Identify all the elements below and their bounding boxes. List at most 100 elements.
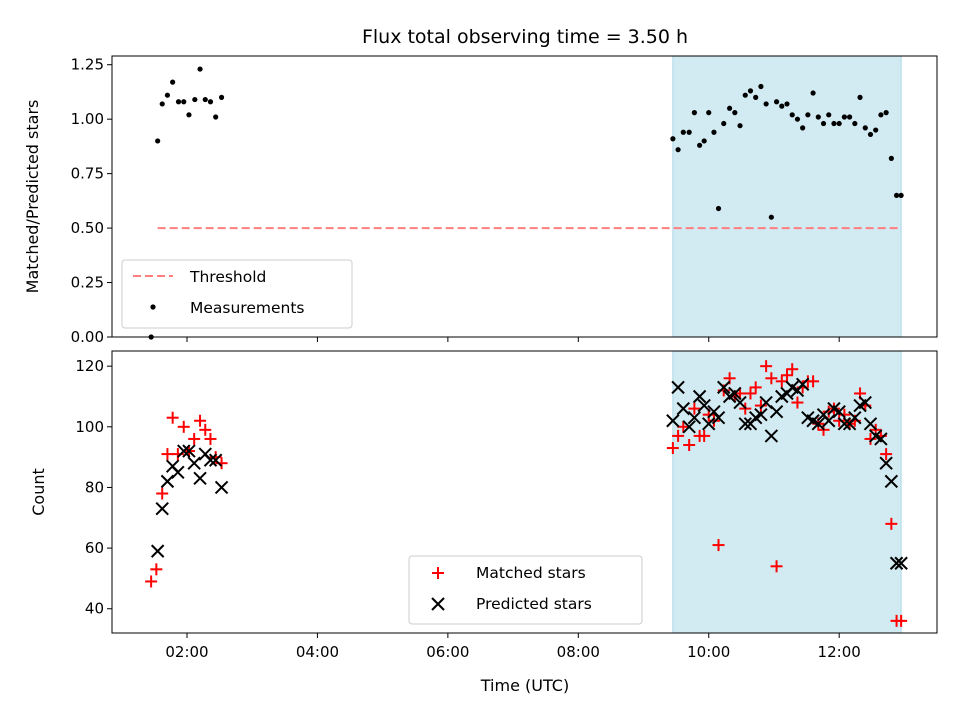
- measurement-point: [873, 127, 879, 133]
- matched-star-point: [199, 423, 212, 436]
- matched-star-point: [864, 432, 877, 445]
- predicted-star-point: [697, 398, 711, 413]
- top-plot-frame: [111, 55, 938, 338]
- predicted-star-point: [754, 407, 768, 422]
- bottom-legend: Matched stars Predicted stars: [408, 555, 643, 625]
- measurement-point: [898, 192, 904, 199]
- predicted-star-point: [884, 474, 899, 489]
- measurement-point: [175, 99, 182, 105]
- predicted-star-point: [874, 432, 888, 446]
- measurement-point: [820, 120, 827, 127]
- predicted-star-point: [832, 404, 846, 419]
- measurement-point: [711, 129, 717, 135]
- measurement-point: [197, 66, 203, 72]
- measurement-point: [768, 214, 774, 220]
- measurement-point: [706, 110, 712, 116]
- predicted-star-point: [879, 456, 893, 470]
- bottom-y-tick-label: 80: [85, 478, 104, 496]
- measurement-point: [878, 112, 884, 118]
- bottom-y-tick-label: 40: [85, 600, 104, 618]
- matched-star-point: [698, 429, 711, 442]
- top-y-tick-label: 1.25: [71, 56, 104, 74]
- measurement-point: [758, 83, 764, 90]
- predicted-star-point: [863, 417, 878, 431]
- bottom-panel: 40 60 80 100 120 02:00 04:00 06:00 08:00 10:00 12…: [29, 350, 938, 695]
- matched-star-point: [683, 439, 696, 451]
- predicted-star-point: [193, 471, 207, 486]
- x-tick-label: 10:00: [687, 643, 730, 661]
- predicted-star-point: [682, 420, 696, 434]
- predicted-star-point: [738, 417, 752, 431]
- measurement-point: [810, 90, 816, 96]
- top-y-tick-label: 0.25: [71, 274, 104, 292]
- x-tick-label: 06:00: [426, 643, 469, 661]
- predicted-star-point: [671, 380, 685, 395]
- predicted-star-point: [171, 465, 185, 479]
- matched-star-point: [744, 387, 757, 400]
- bottom-y-tick-label: 100: [75, 418, 104, 436]
- matched-star-point: [156, 487, 169, 500]
- measurement-point: [164, 92, 171, 98]
- x-tick-label: 08:00: [557, 643, 600, 661]
- predicted-star-point: [208, 453, 223, 467]
- top-x-ticks: [186, 337, 840, 342]
- measurement-point: [888, 155, 894, 161]
- matched-star-point: [754, 399, 767, 412]
- matched-star-point: [885, 517, 898, 530]
- measurement-point: [170, 79, 176, 85]
- measurement-point: [763, 101, 769, 107]
- measurement-point: [779, 103, 785, 109]
- measurement-point: [831, 120, 837, 127]
- measurement-point: [789, 112, 795, 118]
- measurement-point: [742, 92, 748, 98]
- predicted-star-point: [733, 395, 747, 410]
- x-tick-label: 02:00: [165, 643, 208, 661]
- matched-star-point: [145, 575, 158, 588]
- bottom-y-ticks: 40 60 80 100 120: [75, 357, 112, 618]
- measurement-point: [737, 123, 743, 129]
- measurement-point: [862, 125, 868, 131]
- legend-measurements-label: Measurements: [190, 299, 305, 317]
- matched-star-point: [672, 429, 685, 442]
- predicted-star-point: [894, 556, 908, 570]
- predicted-star-point: [155, 501, 169, 516]
- measurement-point: [857, 94, 863, 100]
- legend-threshold-label: Threshold: [189, 268, 266, 286]
- measurement-point: [686, 129, 692, 135]
- matched-star-point: [177, 420, 190, 433]
- predicted-star-point: [837, 417, 852, 431]
- legend-predicted-label: Predicted stars: [476, 595, 592, 613]
- matched-star-point: [204, 432, 217, 445]
- predicted-star-point: [795, 377, 810, 392]
- measurement-point: [202, 96, 208, 103]
- measurement-point: [732, 110, 738, 116]
- predicted-star-point: [811, 417, 826, 431]
- matched-star-point: [688, 402, 701, 415]
- predicted-star-point: [702, 417, 716, 431]
- top-y-ticks: 0.00 0.25 0.50 0.75 1.00 1.25: [71, 56, 112, 346]
- measurement-point: [883, 110, 889, 116]
- predicted-star-point: [717, 380, 731, 395]
- matched-star-point: [760, 360, 773, 373]
- measurement-point: [815, 114, 821, 120]
- measurement-point: [805, 112, 811, 118]
- measurement-point: [181, 99, 187, 105]
- measurement-point: [691, 110, 697, 116]
- matched-star-point: [150, 563, 163, 576]
- top-y-tick-label: 1.00: [71, 110, 104, 128]
- measurement-point: [701, 138, 707, 144]
- chart-title: Flux total observing time = 3.50 h: [362, 26, 688, 48]
- matched-star-point: [749, 381, 762, 394]
- matched-star-point: [833, 414, 846, 427]
- measurement-point: [852, 120, 858, 127]
- predicted-star-point: [858, 395, 872, 410]
- predicted-star-point: [150, 544, 165, 558]
- matched-star-point: [775, 375, 788, 388]
- matched-star-point: [791, 396, 804, 409]
- matched-star-point: [166, 411, 179, 424]
- matched-star-point: [194, 414, 207, 427]
- matched-star-point: [880, 448, 893, 461]
- bottom-y-tick-label: 60: [85, 539, 104, 557]
- matched-star-point: [807, 375, 820, 388]
- predicted-star-point: [182, 444, 196, 458]
